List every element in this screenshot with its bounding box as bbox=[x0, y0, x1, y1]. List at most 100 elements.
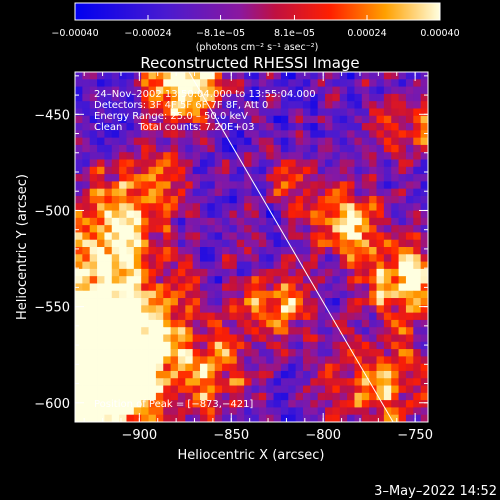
heatmap-cell bbox=[89, 101, 98, 109]
heatmap-cell bbox=[302, 130, 311, 139]
heatmap-cell bbox=[185, 407, 194, 416]
heatmap-cell bbox=[207, 276, 216, 284]
heatmap-cell bbox=[295, 217, 304, 226]
heatmap-cell bbox=[236, 181, 245, 190]
heatmap-cell bbox=[192, 123, 201, 131]
heatmap-cell bbox=[119, 101, 127, 109]
heatmap-cell bbox=[104, 101, 113, 109]
heatmap-cell bbox=[376, 290, 385, 299]
heatmap-cell bbox=[413, 72, 422, 80]
heatmap-cell bbox=[155, 239, 164, 248]
heatmap-cell bbox=[207, 108, 216, 117]
heatmap-cell bbox=[111, 356, 120, 365]
heatmap-cell bbox=[361, 232, 370, 241]
heatmap-cell bbox=[391, 283, 399, 292]
heatmap-cell bbox=[185, 203, 194, 211]
heatmap-cell bbox=[126, 327, 135, 335]
heatmap-cell bbox=[104, 254, 113, 262]
heatmap-cell bbox=[207, 414, 216, 422]
heatmap-cell bbox=[97, 115, 105, 124]
heatmap-cell bbox=[273, 137, 282, 146]
heatmap-cell bbox=[266, 72, 274, 80]
heatmap-cell bbox=[214, 203, 223, 211]
heatmap-cell bbox=[97, 144, 105, 153]
heatmap-cell bbox=[413, 195, 422, 204]
heatmap-cell bbox=[266, 225, 274, 233]
heatmap-cell bbox=[222, 159, 230, 168]
heatmap-cell bbox=[266, 137, 274, 146]
heatmap-cell bbox=[89, 130, 98, 139]
heatmap-cell bbox=[155, 370, 164, 379]
heatmap-cell bbox=[229, 217, 238, 226]
heatmap-cell bbox=[398, 298, 407, 306]
heatmap-cell bbox=[155, 400, 164, 408]
heatmap-cell bbox=[317, 159, 326, 168]
heatmap-cell bbox=[383, 385, 392, 394]
heatmap-cell bbox=[207, 319, 216, 328]
heatmap-cell bbox=[244, 370, 252, 379]
heatmap-cell bbox=[317, 166, 326, 175]
heatmap-cell bbox=[361, 79, 370, 87]
heatmap-cell bbox=[347, 239, 355, 248]
heatmap-cell bbox=[141, 356, 149, 365]
heatmap-cell bbox=[398, 239, 407, 248]
heatmap-cell bbox=[369, 72, 377, 80]
heatmap-cell bbox=[302, 108, 311, 117]
heatmap-cell bbox=[97, 247, 105, 255]
heatmap-cell bbox=[347, 392, 355, 401]
heatmap-cell bbox=[258, 414, 267, 422]
heatmap-cell bbox=[339, 356, 348, 365]
heatmap-cell bbox=[214, 327, 223, 335]
heatmap-cell bbox=[89, 203, 98, 211]
heatmap-cell bbox=[200, 72, 208, 80]
heatmap-cell bbox=[325, 370, 333, 379]
heatmap-cell bbox=[82, 210, 91, 219]
heatmap-cell bbox=[82, 298, 91, 306]
heatmap-cell bbox=[347, 276, 355, 284]
heatmap-cell bbox=[133, 276, 142, 284]
heatmap-cell bbox=[302, 174, 311, 182]
heatmap-cell bbox=[354, 137, 363, 146]
heatmap-cell bbox=[177, 407, 186, 416]
heatmap-cell bbox=[413, 203, 422, 211]
heatmap-cell bbox=[302, 152, 311, 160]
heatmap-cell bbox=[369, 144, 377, 153]
heatmap-cell bbox=[133, 305, 142, 314]
heatmap-cell bbox=[273, 334, 282, 343]
heatmap-cell bbox=[383, 195, 392, 204]
heatmap-cell bbox=[391, 79, 399, 87]
heatmap-cell bbox=[317, 93, 326, 102]
heatmap-cell bbox=[361, 349, 370, 357]
heatmap-cell bbox=[141, 385, 149, 394]
heatmap-cell bbox=[126, 144, 135, 153]
heatmap-cell bbox=[177, 327, 186, 335]
heatmap-cell bbox=[97, 276, 105, 284]
heatmap-cell bbox=[420, 217, 428, 226]
heatmap-cell bbox=[332, 79, 341, 87]
heatmap-cell bbox=[413, 400, 422, 408]
heatmap-cell bbox=[273, 72, 282, 80]
heatmap-cell bbox=[200, 101, 208, 109]
heatmap-cell bbox=[325, 203, 333, 211]
heatmap-cell bbox=[119, 144, 127, 153]
heatmap-cell bbox=[214, 108, 223, 117]
heatmap-cell bbox=[339, 174, 348, 182]
heatmap-cell bbox=[332, 239, 341, 248]
heatmap-cell bbox=[185, 378, 194, 386]
heatmap-cell bbox=[288, 174, 297, 182]
heatmap-cell bbox=[288, 283, 297, 292]
heatmap-cell bbox=[97, 203, 105, 211]
heatmap-cell bbox=[302, 400, 311, 408]
heatmap-cell bbox=[148, 86, 157, 95]
heatmap-cell bbox=[420, 232, 428, 241]
heatmap-cell bbox=[288, 137, 297, 146]
heatmap-cell bbox=[339, 370, 348, 379]
heatmap-cell bbox=[170, 152, 179, 160]
heatmap-cell bbox=[376, 356, 385, 365]
heatmap-cell bbox=[244, 159, 252, 168]
heatmap-cell bbox=[236, 349, 245, 357]
heatmap-cell bbox=[251, 225, 260, 233]
heatmap-cell bbox=[200, 159, 208, 168]
heatmap-cell bbox=[97, 363, 105, 372]
heatmap-cell bbox=[155, 312, 164, 321]
